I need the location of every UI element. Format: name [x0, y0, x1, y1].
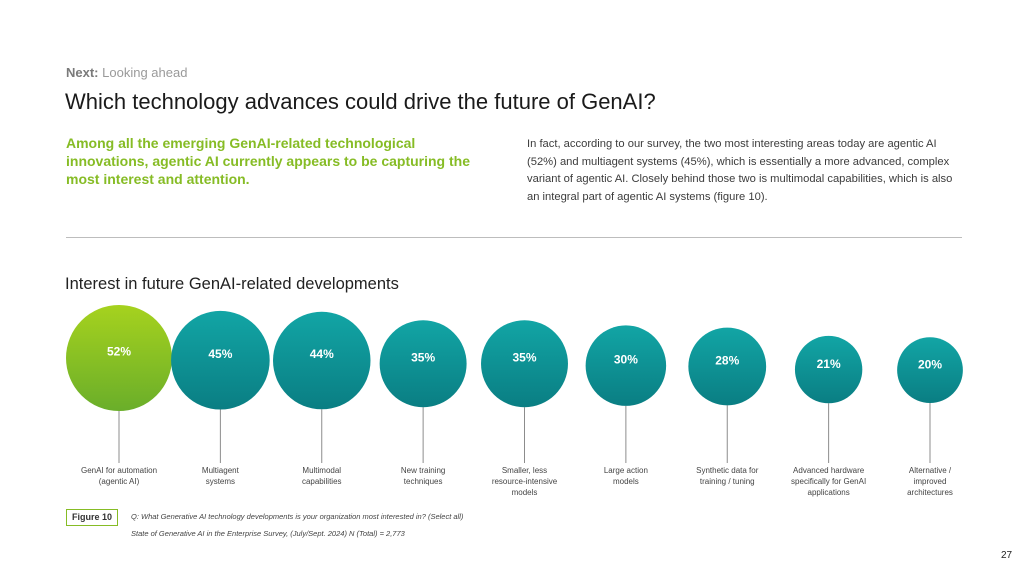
- next-indicator: Next: Looking ahead: [66, 65, 187, 80]
- category-label: systems: [206, 477, 235, 486]
- bubble: [171, 310, 270, 410]
- bubble-chart: 52% GenAI for automation (agentic AI) 45% Mu…: [66, 305, 963, 497]
- category-label: training / tuning: [700, 477, 755, 486]
- value-label: 35%: [512, 351, 536, 365]
- bubble: [379, 320, 467, 408]
- value-label: 21%: [817, 357, 841, 371]
- category-label: Alternative /: [909, 466, 952, 475]
- category-label: capabilities: [302, 477, 342, 486]
- next-label: Next:: [66, 65, 99, 80]
- category-label: (agentic AI): [99, 477, 140, 486]
- figure-label: Figure 10: [66, 509, 118, 526]
- bubble: [66, 305, 172, 411]
- category-label: GenAI for automation: [81, 466, 157, 475]
- category-label: models: [512, 488, 538, 497]
- bubble: [688, 327, 767, 406]
- category-label: architectures: [907, 488, 953, 497]
- bubble: [794, 335, 863, 404]
- bubble: [272, 311, 371, 410]
- category-label: Multiagent: [202, 466, 240, 475]
- category-label: Multimodal: [302, 466, 341, 475]
- chart-title: Interest in future GenAI-related develop…: [65, 275, 399, 293]
- page-title: Which technology advances could drive th…: [65, 89, 656, 114]
- section-divider: [66, 237, 962, 238]
- category-label: resource-intensive: [492, 477, 558, 486]
- page-number: 27: [1001, 550, 1013, 561]
- category-label: specifically for GenAI: [791, 477, 866, 486]
- category-label: applications: [808, 488, 850, 497]
- value-label: 35%: [411, 351, 435, 365]
- bubble: [585, 325, 667, 406]
- category-label: New training: [401, 466, 445, 475]
- value-label: 20%: [918, 357, 942, 371]
- category-label: Large action: [604, 466, 648, 475]
- body-paragraph: In fact, according to our survey, the tw…: [527, 138, 953, 203]
- category-label: Advanced hardware: [793, 466, 865, 475]
- category-label: Smaller, less: [502, 466, 547, 475]
- next-value: Looking ahead: [102, 65, 188, 80]
- survey-source: State of Generative AI in the Enterprise…: [131, 529, 405, 538]
- category-label: Synthetic data for: [696, 466, 759, 475]
- lead-paragraph: Among all the emerging GenAI-related tec…: [66, 135, 470, 187]
- category-label: improved: [914, 477, 947, 486]
- value-label: 45%: [208, 347, 232, 361]
- bubble: [481, 320, 568, 408]
- value-label: 52%: [107, 344, 131, 358]
- survey-question: Q: What Generative AI technology develop…: [131, 512, 464, 521]
- category-label: models: [613, 477, 639, 486]
- value-label: 44%: [310, 347, 334, 361]
- bubble: [897, 337, 963, 403]
- value-label: 30%: [614, 353, 638, 367]
- category-label: techniques: [404, 477, 443, 486]
- value-label: 28%: [715, 354, 739, 368]
